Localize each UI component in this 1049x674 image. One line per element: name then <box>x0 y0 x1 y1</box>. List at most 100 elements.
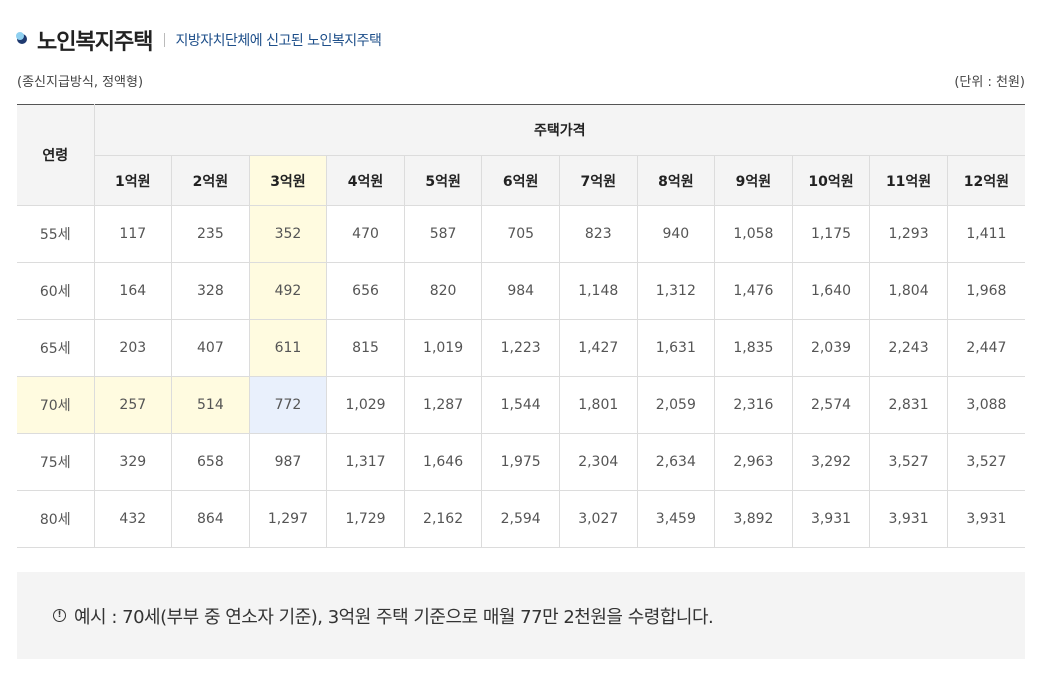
price-header-7: 7억원 <box>558 155 638 206</box>
value-cell: 1,804 <box>869 262 948 320</box>
exclamation-circle-icon: ! <box>53 609 66 622</box>
method-note: (종신지급방식, 정액형) <box>17 75 144 90</box>
value-cell: 1,019 <box>403 319 483 377</box>
age-cell: 55세 <box>17 205 95 263</box>
value-cell: 1,148 <box>558 262 638 320</box>
value-cell: 329 <box>93 433 173 491</box>
value-cell: 705 <box>481 205 560 263</box>
value-cell: 2,039 <box>791 319 871 377</box>
value-cell: 1,427 <box>558 319 638 377</box>
price-header-5: 5억원 <box>403 155 483 206</box>
value-cell: 235 <box>171 205 250 263</box>
price-header-2: 2억원 <box>171 155 250 206</box>
price-header-4: 4억원 <box>326 155 405 206</box>
value-cell: 1,312 <box>636 262 716 320</box>
price-column-header: 주택가격 <box>93 104 1025 156</box>
value-cell: 984 <box>481 262 560 320</box>
value-cell: 2,162 <box>403 490 483 548</box>
value-cell: 1,029 <box>326 376 405 434</box>
age-cell: 80세 <box>17 490 95 548</box>
value-cell: 987 <box>248 433 328 491</box>
section-header: 노인복지주택 지방자치단체에 신고된 노인복지주택 <box>16 24 382 56</box>
age-column-header: 연령 <box>17 104 95 206</box>
value-cell: 352 <box>248 205 328 263</box>
value-cell: 328 <box>171 262 250 320</box>
value-cell: 2,831 <box>869 376 948 434</box>
value-cell: 492 <box>248 262 328 320</box>
value-cell: 1,411 <box>946 205 1025 263</box>
table-row: 55세 117 235 352 470 587 705 823 940 1,058 1,175 1,2… <box>17 205 1025 263</box>
example-text: 예시 : 70세(부부 중 연소자 기준), 3억원 주택 기준으로 매월 77… <box>74 606 714 628</box>
header-row-top: 연령 주택가격 <box>17 104 1025 206</box>
page-title: 노인복지주택 <box>37 30 153 55</box>
value-cell: 514 <box>171 376 250 434</box>
bullet-icon <box>16 32 29 46</box>
value-cell: 203 <box>93 319 173 377</box>
value-cell: 3,892 <box>714 490 793 548</box>
value-cell: 658 <box>171 433 250 491</box>
price-header-6: 6억원 <box>481 155 560 206</box>
table-row: 60세 164 328 492 656 820 984 1,148 1,312 1,476 1,64… <box>17 262 1025 320</box>
value-cell: 1,287 <box>403 376 483 434</box>
value-cell: 1,297 <box>248 490 328 548</box>
value-cell: 3,527 <box>946 433 1025 491</box>
price-header-3: 3억원 <box>248 155 328 206</box>
value-cell: 1,317 <box>326 433 405 491</box>
value-cell: 432 <box>93 490 173 548</box>
value-cell: 3,459 <box>636 490 716 548</box>
value-cell: 820 <box>403 262 483 320</box>
value-cell: 815 <box>326 319 405 377</box>
value-cell: 611 <box>248 319 328 377</box>
value-cell: 1,293 <box>869 205 948 263</box>
value-cell: 2,059 <box>636 376 716 434</box>
price-header-9: 9억원 <box>714 155 793 206</box>
value-cell: 2,594 <box>481 490 560 548</box>
value-cell: 587 <box>403 205 483 263</box>
value-cell: 2,447 <box>946 319 1025 377</box>
value-cell: 1,544 <box>481 376 560 434</box>
value-cell: 2,243 <box>869 319 948 377</box>
age-cell: 75세 <box>17 433 95 491</box>
value-cell: 1,646 <box>403 433 483 491</box>
title-divider <box>164 33 166 47</box>
value-cell: 864 <box>171 490 250 548</box>
value-cell: 1,801 <box>558 376 638 434</box>
value-cell: 470 <box>326 205 405 263</box>
value-cell: 407 <box>171 319 250 377</box>
value-cell: 1,968 <box>946 262 1025 320</box>
value-cell: 2,574 <box>791 376 871 434</box>
price-header-11: 11억원 <box>869 155 948 206</box>
value-cell: 823 <box>558 205 638 263</box>
value-cell: 2,963 <box>714 433 793 491</box>
value-cell: 1,175 <box>791 205 871 263</box>
table-row: 65세 203 407 611 815 1,019 1,223 1,427 1,631 1,835… <box>17 319 1025 377</box>
example-box: ! 예시 : 70세(부부 중 연소자 기준), 3억원 주택 기준으로 매월 … <box>17 572 1025 659</box>
age-cell: 60세 <box>17 262 95 320</box>
value-cell: 3,931 <box>791 490 871 548</box>
value-cell: 1,058 <box>714 205 793 263</box>
value-cell: 656 <box>326 262 405 320</box>
value-cell: 164 <box>93 262 173 320</box>
price-header-1: 1억원 <box>94 155 173 206</box>
value-cell: 2,634 <box>636 433 716 491</box>
header-row-prices: 1억원 2억원 3억원 4억원 5억원 6억원 7억원 8억원 9억원 10억원… <box>17 155 1025 206</box>
value-cell: 1,835 <box>714 319 793 377</box>
value-cell: 1,223 <box>481 319 560 377</box>
unit-note: (단위 : 천원) <box>954 75 1025 90</box>
value-cell: 3,027 <box>558 490 638 548</box>
value-cell: 1,476 <box>714 262 793 320</box>
value-cell: 3,088 <box>946 376 1025 434</box>
price-header-8: 8억원 <box>636 155 716 206</box>
table-row: 70세 257 514 772 1,029 1,287 1,544 1,801 2,059 2,3… <box>17 376 1025 434</box>
value-cell: 940 <box>636 205 716 263</box>
value-cell: 117 <box>93 205 173 263</box>
value-cell: 3,527 <box>869 433 948 491</box>
table-body: 55세 117 235 352 470 587 705 823 940 1,058 1,175 1,2… <box>17 205 1025 548</box>
value-cell: 1,729 <box>326 490 405 548</box>
price-header-12: 12억원 <box>946 155 1025 206</box>
value-cell: 2,304 <box>558 433 638 491</box>
value-cell: 2,316 <box>714 376 793 434</box>
price-header-10: 10억원 <box>791 155 871 206</box>
value-cell: 3,931 <box>946 490 1025 548</box>
